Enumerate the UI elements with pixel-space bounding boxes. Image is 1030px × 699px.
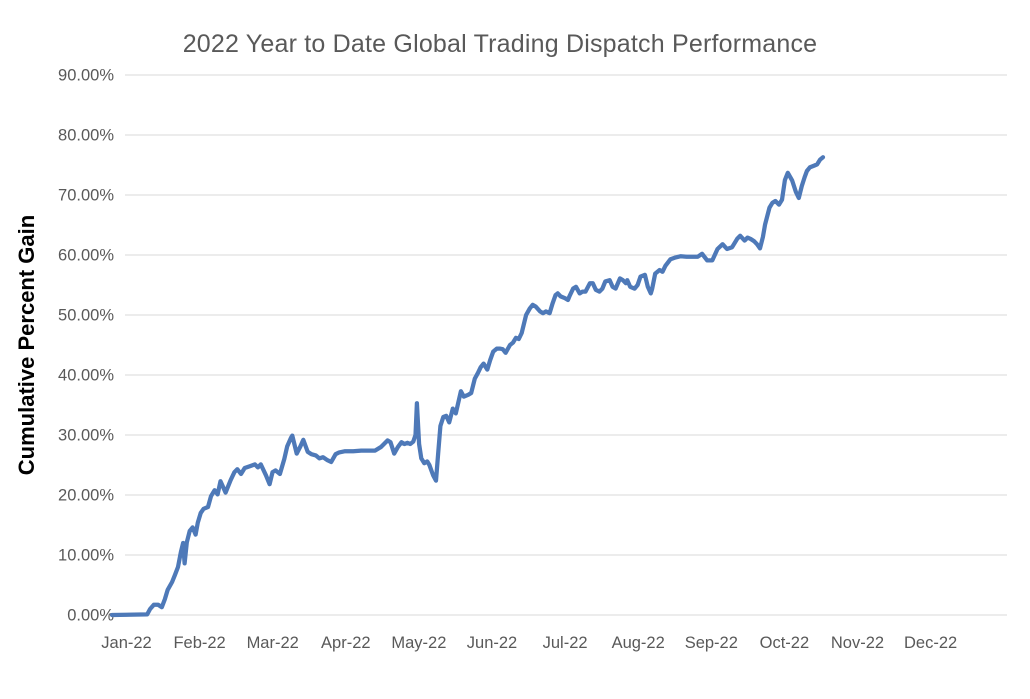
chart-title: 2022 Year to Date Global Trading Dispatc… [182, 30, 818, 58]
x-tick-label: Dec-22 [904, 634, 957, 652]
series-line-cumulative-gain [109, 155, 826, 618]
y-tick-label: 80.00% [58, 127, 114, 145]
x-tick-label: Apr-22 [321, 634, 371, 652]
y-tick-label: 90.00% [58, 67, 114, 85]
y-tick-label: 10.00% [58, 547, 114, 565]
x-tick-label: Jan-22 [101, 634, 151, 652]
x-tick-label: Oct-22 [760, 634, 810, 652]
y-tick-label: 40.00% [58, 367, 114, 385]
y-tick-label: 50.00% [58, 307, 114, 325]
x-tick-label: Jul-22 [543, 634, 588, 652]
x-tick-label: Sep-22 [685, 634, 738, 652]
y-tick-label: 30.00% [58, 427, 114, 445]
y-tick-label: 60.00% [58, 247, 114, 265]
x-tick-label: Mar-22 [247, 634, 299, 652]
y-tick-label: 20.00% [58, 487, 114, 505]
x-tick-label: Feb-22 [173, 634, 225, 652]
y-tick-label: 70.00% [58, 187, 114, 205]
y-tick-label: 0.00% [67, 607, 114, 625]
x-tick-label: Jun-22 [467, 634, 517, 652]
x-tick-label: May-22 [391, 634, 446, 652]
x-tick-label: Nov-22 [831, 634, 884, 652]
x-tick-label: Aug-22 [612, 634, 665, 652]
